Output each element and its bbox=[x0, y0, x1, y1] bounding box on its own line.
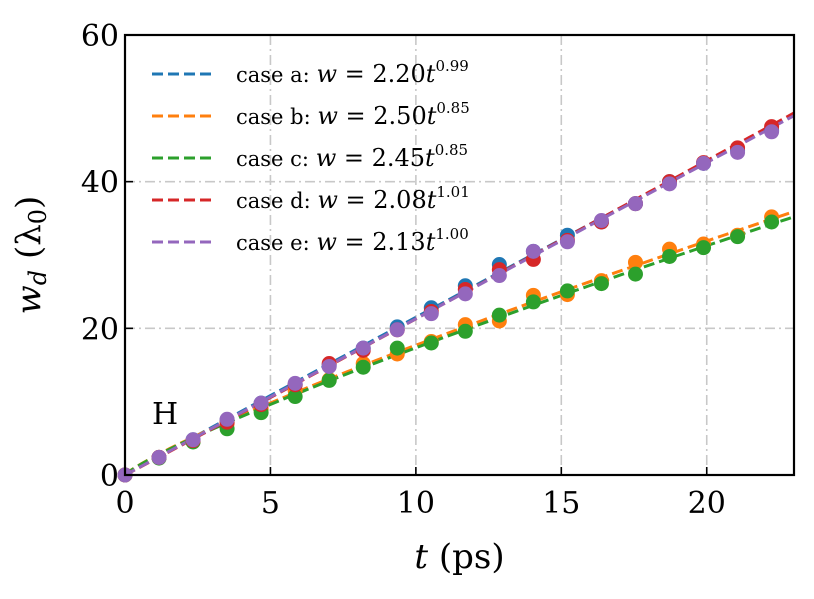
data-point-case-e bbox=[730, 144, 746, 160]
legend-var: w bbox=[316, 60, 337, 88]
x-axis-label: t (ps) bbox=[414, 537, 504, 577]
y-axis-label: wd (λ0) bbox=[9, 196, 52, 315]
data-point-case-e bbox=[525, 243, 541, 259]
data-point-case-c bbox=[764, 214, 780, 230]
legend-entry-case-e: case e: w = 2.13t1.00 bbox=[236, 225, 469, 256]
data-point-case-e bbox=[696, 155, 712, 171]
data-point-case-c bbox=[696, 240, 712, 256]
data-point-case-c bbox=[491, 307, 507, 323]
y-axis-label-sub: d bbox=[24, 270, 52, 285]
data-point-case-e bbox=[389, 322, 405, 338]
legend-tvar: t bbox=[426, 60, 436, 88]
data-point-case-c bbox=[389, 340, 405, 356]
y-tick-label: 60 bbox=[81, 19, 119, 54]
legend-tvar: t bbox=[426, 228, 436, 256]
y-axis-label-close: ) bbox=[9, 196, 49, 209]
x-tick-label: 20 bbox=[688, 486, 726, 521]
legend-eq: = 2.08 bbox=[338, 186, 427, 214]
legend-var: w bbox=[316, 228, 337, 256]
x-axis-label-unit: (ps) bbox=[428, 537, 505, 577]
x-tick-label: 0 bbox=[115, 486, 134, 521]
legend-entry-case-b: case b: w = 2.50t0.85 bbox=[236, 99, 470, 130]
data-point-case-c bbox=[627, 266, 643, 282]
data-point-case-c bbox=[525, 294, 541, 310]
data-point-case-c bbox=[662, 248, 678, 264]
data-point-case-c bbox=[287, 389, 303, 405]
x-tick-label: 5 bbox=[261, 486, 280, 521]
data-point-case-e bbox=[593, 213, 609, 229]
data-point-case-e bbox=[355, 340, 371, 356]
data-point-case-c bbox=[730, 229, 746, 245]
data-point-case-e bbox=[491, 268, 507, 284]
data-point-case-e bbox=[627, 196, 643, 212]
fit-lines bbox=[124, 111, 795, 477]
data-point-case-e bbox=[185, 432, 201, 448]
legend-tvar: t bbox=[425, 144, 435, 172]
panel-label: H bbox=[152, 397, 178, 432]
legend-exp: 0.85 bbox=[436, 99, 469, 117]
legend-entry-case-d: case d: w = 2.08t1.01 bbox=[236, 183, 470, 214]
legend-exp: 0.99 bbox=[435, 57, 468, 75]
data-point-case-e bbox=[287, 375, 303, 391]
y-tick-label: 0 bbox=[100, 459, 119, 494]
data-point-case-c bbox=[559, 283, 575, 299]
data-point-case-e bbox=[662, 176, 678, 192]
legend-eq: = 2.13 bbox=[337, 228, 426, 256]
data-point-case-b bbox=[627, 254, 643, 270]
data-point-case-e bbox=[151, 449, 167, 465]
data-points bbox=[117, 119, 780, 483]
data-point-case-e bbox=[457, 286, 473, 302]
y-axis-label-var: w bbox=[9, 285, 49, 314]
fit-line-case-c bbox=[124, 215, 795, 477]
legend-prefix: case a: bbox=[236, 63, 316, 87]
data-point-case-e bbox=[423, 306, 439, 322]
data-point-case-c bbox=[457, 323, 473, 339]
legend-var: w bbox=[317, 102, 338, 130]
data-point-case-c bbox=[423, 335, 439, 351]
legend-prefix: case b: bbox=[236, 105, 317, 129]
legend-eq: = 2.20 bbox=[337, 60, 426, 88]
data-point-case-e bbox=[253, 395, 269, 411]
y-tick-label: 20 bbox=[81, 312, 119, 347]
x-tick-label: 15 bbox=[542, 486, 580, 521]
legend-exp: 1.01 bbox=[436, 183, 469, 201]
legend-entry-case-a: case a: w = 2.20t0.99 bbox=[236, 57, 469, 88]
fit-line-case-e bbox=[124, 114, 795, 477]
legend-tvar: t bbox=[427, 186, 437, 214]
data-point-case-c bbox=[355, 359, 371, 375]
legend-exp: 0.85 bbox=[435, 141, 468, 159]
data-point-case-e bbox=[321, 358, 337, 374]
x-tick-label: 10 bbox=[397, 486, 435, 521]
legend-eq: = 2.50 bbox=[338, 102, 427, 130]
legend-exp: 1.00 bbox=[435, 225, 468, 243]
fit-line-case-d bbox=[124, 111, 795, 477]
legend-var: w bbox=[316, 144, 337, 172]
data-point-case-e bbox=[764, 124, 780, 140]
y-axis-label-unit-sub: 0 bbox=[24, 209, 52, 224]
x-axis-label-var: t bbox=[414, 537, 428, 577]
data-point-case-e bbox=[559, 234, 575, 250]
data-point-case-c bbox=[593, 276, 609, 292]
plot-frame bbox=[123, 33, 796, 477]
legend-prefix: case c: bbox=[236, 147, 316, 171]
axis-ticks: 0 5 10 15 20 0 20 40 60 bbox=[81, 19, 726, 521]
legend-entry-case-c: case c: w = 2.45t0.85 bbox=[236, 141, 468, 172]
legend-tvar: t bbox=[427, 102, 437, 130]
y-tick-label: 40 bbox=[81, 166, 119, 201]
data-point-case-e bbox=[219, 411, 235, 427]
legend-eq: = 2.45 bbox=[336, 144, 425, 172]
fit-line-case-b bbox=[124, 210, 795, 477]
legend-prefix: case e: bbox=[236, 231, 316, 255]
y-axis-label-unit: (λ bbox=[9, 224, 49, 270]
legend-prefix: case d: bbox=[236, 189, 317, 213]
legend-var: w bbox=[317, 186, 338, 214]
data-point-case-c bbox=[321, 372, 337, 388]
